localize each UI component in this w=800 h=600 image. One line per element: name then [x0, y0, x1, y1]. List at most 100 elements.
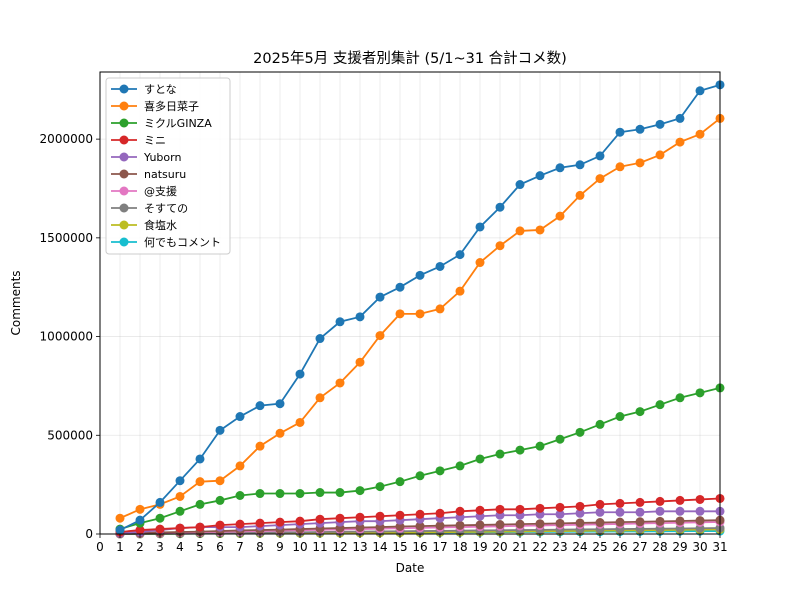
x-tick-label: 3	[156, 540, 164, 554]
data-point	[235, 519, 245, 529]
data-point	[695, 388, 705, 398]
data-point	[275, 517, 285, 527]
data-point	[175, 506, 185, 516]
data-point	[215, 425, 225, 435]
series-group	[115, 493, 725, 537]
legend-swatch-marker	[119, 169, 129, 179]
legend-item: ミニ	[111, 134, 166, 147]
legend-label: natsuru	[144, 168, 186, 181]
x-tick-label: 31	[712, 540, 727, 554]
data-point	[635, 158, 645, 168]
data-point	[255, 441, 265, 451]
y-tick-label: 0	[85, 527, 93, 541]
data-point	[135, 525, 145, 535]
data-point	[215, 476, 225, 486]
data-point	[355, 522, 365, 532]
data-point	[435, 466, 445, 476]
data-point	[575, 518, 585, 528]
data-point	[415, 270, 425, 280]
legend-swatch-marker	[119, 101, 129, 111]
data-point	[455, 506, 465, 516]
data-point	[295, 489, 305, 499]
x-tick-label: 7	[236, 540, 244, 554]
data-point	[595, 174, 605, 184]
data-point	[495, 241, 505, 251]
data-point	[595, 151, 605, 161]
data-point	[375, 511, 385, 521]
data-point	[175, 476, 185, 486]
data-point	[455, 520, 465, 530]
data-point	[595, 499, 605, 509]
data-point	[535, 519, 545, 529]
x-axis-label: Date	[396, 561, 425, 575]
data-point	[215, 520, 225, 530]
data-point	[575, 508, 585, 518]
data-point	[435, 304, 445, 314]
data-point	[415, 509, 425, 519]
legend-label: すとな	[144, 83, 177, 96]
data-point	[415, 521, 425, 531]
data-point	[395, 510, 405, 520]
data-point	[575, 190, 585, 200]
data-point	[635, 507, 645, 517]
data-point	[155, 497, 165, 507]
data-point	[335, 488, 345, 498]
data-point	[675, 495, 685, 505]
data-point	[335, 317, 345, 327]
data-point	[655, 119, 665, 129]
legend-item: natsuru	[111, 168, 186, 181]
data-point	[615, 517, 625, 527]
y-tick-label: 2000000	[40, 132, 93, 146]
x-tick-label: 9	[276, 540, 284, 554]
data-point	[695, 86, 705, 96]
data-point	[275, 428, 285, 438]
legend-item: @支援	[111, 184, 177, 198]
legend-item: Yuborn	[111, 151, 181, 164]
legend-swatch-marker	[119, 203, 129, 213]
series-group	[115, 80, 725, 535]
data-point	[195, 454, 205, 464]
legend-label: 喜多日菜子	[144, 99, 199, 113]
data-point	[475, 258, 485, 268]
x-tick-label: 1	[116, 540, 124, 554]
x-tick-label: 2	[136, 540, 144, 554]
legend-swatch-marker	[119, 84, 129, 94]
x-tick-label: 13	[352, 540, 367, 554]
data-point	[455, 461, 465, 471]
x-tick-label: 11	[312, 540, 327, 554]
data-point	[375, 482, 385, 492]
x-axis-ticks: 0 1 2 3 4 5 6 7 8 9 10 11 12 13 14 15 16 17 18 19 20 21 22 23 24…	[96, 534, 728, 554]
data-point	[175, 491, 185, 501]
data-point	[595, 507, 605, 517]
data-point	[475, 454, 485, 464]
data-point	[635, 407, 645, 417]
legend-item: 喜多日菜子	[111, 99, 199, 113]
legend-swatch-marker	[119, 220, 129, 230]
data-point	[615, 498, 625, 508]
data-point	[575, 160, 585, 170]
legend-item: 何でもコメント	[111, 236, 221, 249]
x-tick-label: 23	[552, 540, 567, 554]
data-point	[395, 521, 405, 531]
x-tick-label: 21	[512, 540, 527, 554]
data-point	[195, 477, 205, 487]
x-tick-label: 20	[492, 540, 507, 554]
data-point	[235, 491, 245, 500]
legend-swatch-marker	[119, 237, 129, 247]
legend-swatch-marker	[119, 118, 129, 128]
legend-label: ミニ	[144, 134, 166, 147]
data-point	[635, 517, 645, 527]
legend-item: ミクルGINZA	[111, 117, 212, 130]
data-point	[355, 357, 365, 367]
x-tick-label: 5	[196, 540, 204, 554]
data-point	[215, 495, 225, 505]
data-point	[555, 211, 565, 221]
x-tick-label: 19	[472, 540, 487, 554]
data-point	[295, 417, 305, 427]
data-point	[535, 503, 545, 513]
x-tick-label: 10	[292, 540, 307, 554]
data-point	[515, 180, 525, 190]
data-point	[555, 509, 565, 519]
data-point	[555, 502, 565, 512]
data-point	[295, 516, 305, 526]
